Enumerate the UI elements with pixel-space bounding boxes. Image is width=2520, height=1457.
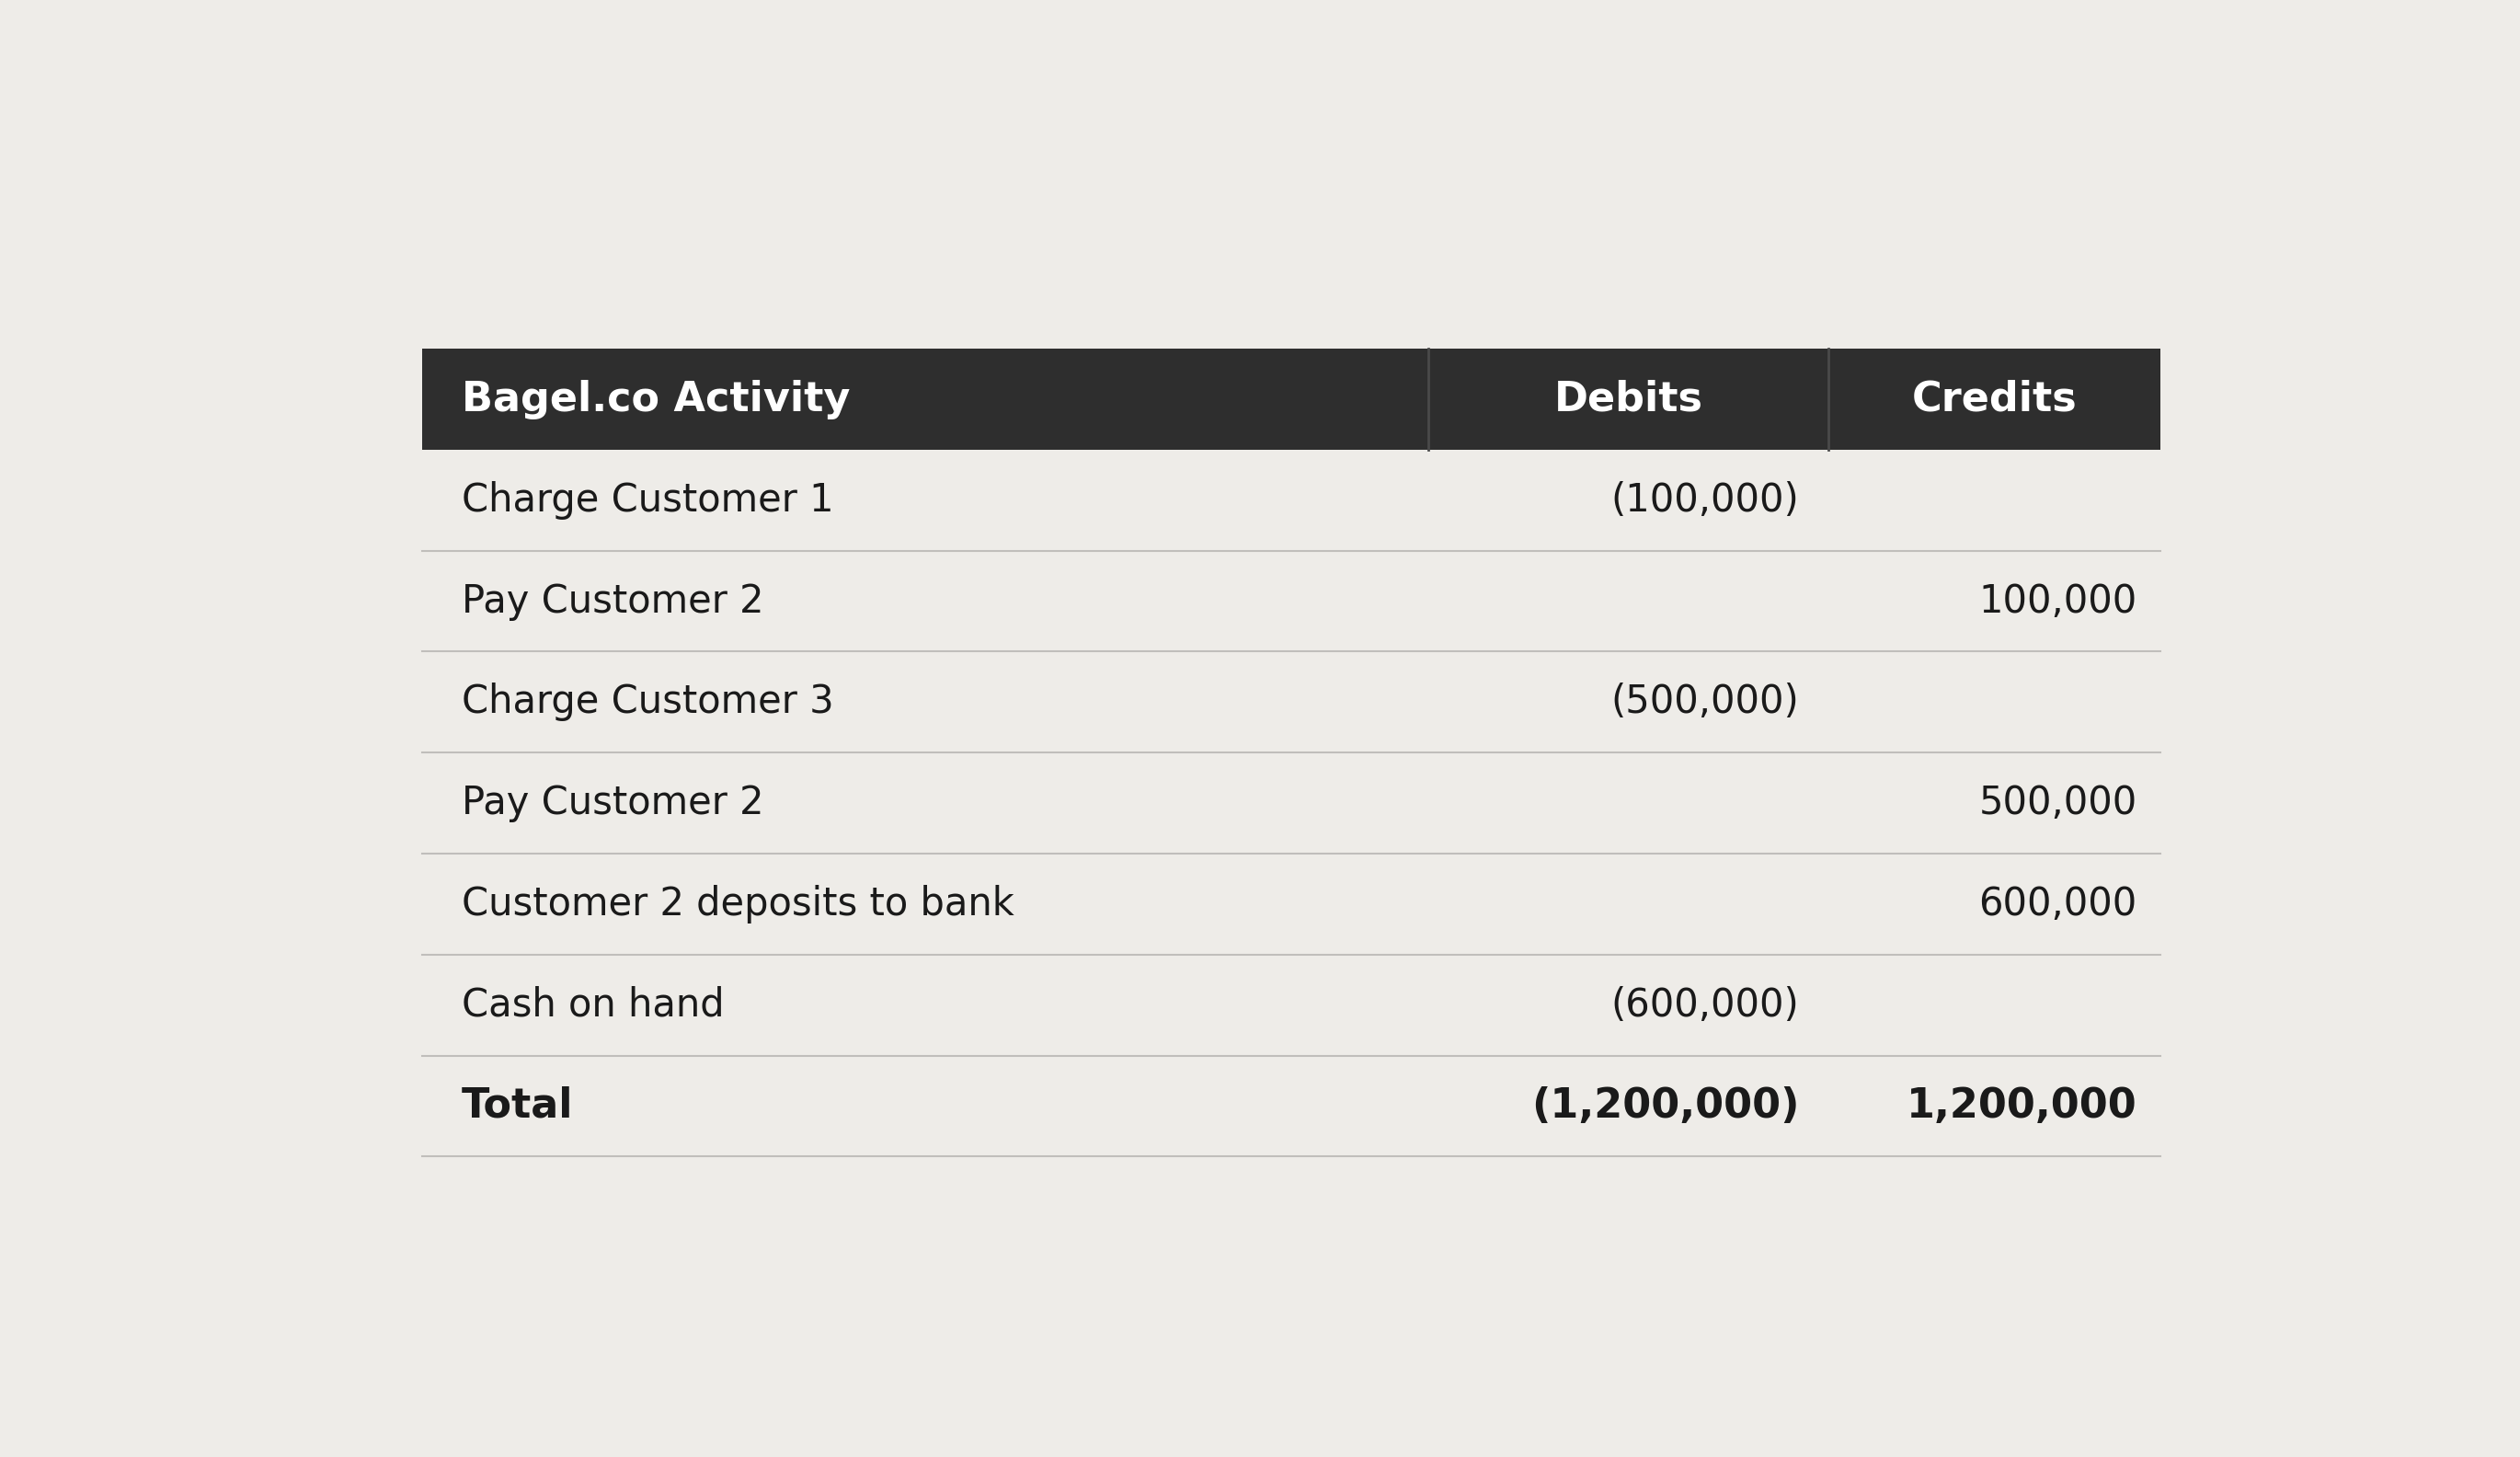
Text: Charge Customer 3: Charge Customer 3 <box>461 683 834 721</box>
Text: 600,000: 600,000 <box>1978 884 2137 924</box>
Text: Pay Customer 2: Pay Customer 2 <box>461 784 764 822</box>
Text: (1,200,000): (1,200,000) <box>1532 1087 1799 1126</box>
Text: 100,000: 100,000 <box>1978 581 2137 621</box>
Text: (500,000): (500,000) <box>1610 683 1799 721</box>
Text: Credits: Credits <box>1913 379 2076 420</box>
Text: Debits: Debits <box>1555 379 1704 420</box>
Text: 500,000: 500,000 <box>1978 784 2137 822</box>
Text: Total: Total <box>461 1087 572 1126</box>
Text: Cash on hand: Cash on hand <box>461 986 723 1024</box>
Text: (100,000): (100,000) <box>1610 481 1799 520</box>
Text: Charge Customer 1: Charge Customer 1 <box>461 481 834 520</box>
Text: Customer 2 deposits to bank: Customer 2 deposits to bank <box>461 884 1013 924</box>
Text: Bagel.co Activity: Bagel.co Activity <box>461 379 849 420</box>
Text: 1,200,000: 1,200,000 <box>1908 1087 2137 1126</box>
Bar <box>423 348 2160 450</box>
Text: Pay Customer 2: Pay Customer 2 <box>461 581 764 621</box>
Text: (600,000): (600,000) <box>1610 986 1799 1024</box>
